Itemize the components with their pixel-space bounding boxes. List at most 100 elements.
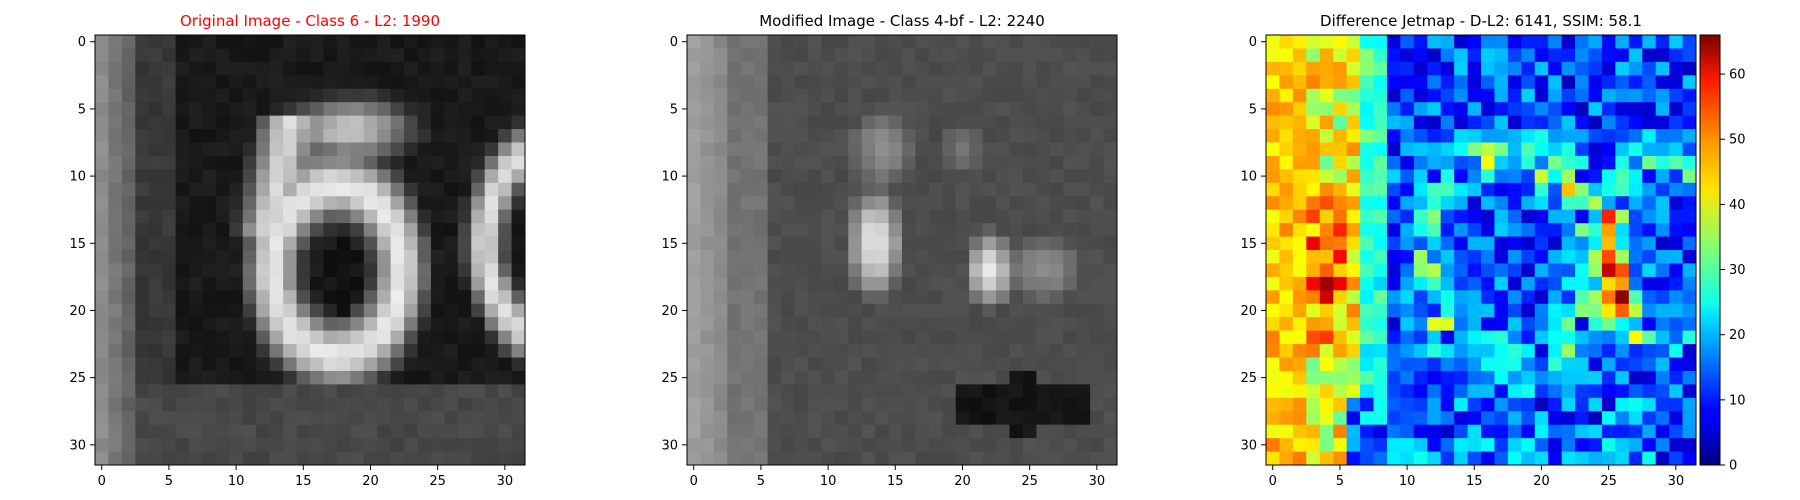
heatmap-cell	[1682, 303, 1697, 318]
heatmap-cell	[1009, 196, 1024, 211]
heatmap-cell	[700, 75, 715, 90]
heatmap-cell	[1386, 357, 1401, 372]
heatmap-cell	[296, 438, 311, 453]
heatmap-cell	[404, 438, 418, 453]
heatmap-cell	[875, 102, 890, 117]
heatmap-cell	[1360, 236, 1374, 251]
heatmap-cell	[404, 35, 418, 49]
heatmap-cell	[296, 384, 311, 399]
heatmap-cell	[1386, 35, 1401, 49]
heatmap-cell	[942, 102, 957, 117]
heatmap-cell	[229, 384, 244, 399]
heatmap-cell	[108, 330, 123, 345]
heatmap-cell	[1642, 169, 1657, 184]
heatmap-cell	[1454, 209, 1469, 224]
heatmap-cell	[1373, 263, 1388, 278]
heatmap-cell	[1642, 61, 1657, 76]
heatmap-cell	[390, 411, 405, 426]
heatmap-cell	[498, 209, 513, 224]
heatmap-cell	[498, 451, 513, 466]
heatmap-cell	[1333, 250, 1348, 264]
heatmap-cell	[1575, 48, 1589, 63]
heatmap-cell	[781, 102, 795, 117]
colorbar-tick-label: 10	[1729, 393, 1746, 408]
heatmap-cell	[915, 384, 930, 399]
heatmap-cell	[148, 397, 163, 412]
heatmap-cell	[875, 290, 890, 305]
heatmap-cell	[350, 75, 365, 90]
heatmap-cell	[202, 236, 217, 251]
heatmap-cell	[1655, 411, 1670, 426]
heatmap-cell	[794, 411, 809, 426]
heatmap-cell	[1561, 223, 1576, 238]
heatmap-cell	[108, 276, 123, 291]
heatmap-cell	[1333, 115, 1348, 130]
heatmap-cell	[95, 424, 109, 439]
heatmap-cell	[121, 142, 136, 157]
heatmap-cell	[1440, 236, 1455, 251]
heatmap-cell	[283, 438, 298, 453]
heatmap-cell	[1279, 61, 1294, 76]
heatmap-cell	[175, 209, 190, 224]
heatmap-cell	[1481, 411, 1495, 426]
heatmap-cell	[121, 370, 136, 385]
heatmap-cell	[713, 344, 728, 358]
heatmap-cell	[1386, 142, 1401, 157]
heatmap-cell	[363, 344, 378, 358]
heatmap-cell	[1049, 411, 1064, 426]
heatmap-cell	[996, 424, 1010, 439]
heatmap-cell	[135, 155, 150, 170]
heatmap-cell	[1090, 102, 1105, 117]
heatmap-cell	[229, 317, 244, 332]
heatmap-cell	[861, 88, 876, 103]
heatmap-cell	[996, 88, 1010, 103]
heatmap-cell	[740, 129, 755, 143]
heatmap-cell	[1507, 370, 1522, 385]
heatmap-cell	[1588, 142, 1603, 157]
heatmap-cell	[256, 397, 271, 412]
heatmap-cell	[727, 35, 742, 49]
heatmap-cell	[875, 303, 890, 318]
heatmap-cell	[135, 290, 150, 305]
heatmap-cell	[95, 61, 109, 76]
heatmap-cell	[1588, 438, 1603, 453]
heatmap-cell	[740, 438, 755, 453]
heatmap-cell	[135, 129, 150, 143]
heatmap-cell	[1063, 357, 1078, 372]
heatmap-cell	[700, 397, 715, 412]
heatmap-cell	[1467, 438, 1482, 453]
heatmap-cell	[202, 451, 217, 466]
heatmap-cell	[1655, 115, 1670, 130]
colorbar-tick-label: 20	[1729, 328, 1746, 343]
heatmap-cell	[1400, 48, 1415, 63]
heatmap-cell	[1306, 330, 1321, 345]
heatmap-cell	[982, 75, 997, 90]
heatmap-cell	[955, 209, 970, 224]
heatmap-cell	[1548, 236, 1563, 251]
heatmap-cell	[121, 411, 136, 426]
heatmap-cell	[888, 236, 903, 251]
heatmap-cell	[1481, 75, 1495, 90]
heatmap-cell	[1507, 438, 1522, 453]
heatmap-cell	[1292, 344, 1307, 358]
heatmap-cell	[1548, 88, 1563, 103]
heatmap-cell	[1507, 142, 1522, 157]
heatmap-cell	[1561, 397, 1576, 412]
heatmap-cell	[1534, 250, 1549, 264]
heatmap-cell	[430, 48, 445, 63]
heatmap-cell	[902, 384, 916, 399]
heatmap-cell	[390, 223, 405, 238]
heatmap-cell	[861, 330, 876, 345]
heatmap-cell	[1306, 209, 1321, 224]
heatmap-cell	[350, 35, 365, 49]
heatmap-cell	[955, 411, 970, 426]
heatmap-cell	[296, 182, 311, 197]
heatmap-cell	[242, 370, 257, 385]
heatmap-cell	[928, 209, 943, 224]
heatmap-cell	[1386, 48, 1401, 63]
heatmap-cell	[498, 169, 513, 184]
heatmap-cell	[121, 75, 136, 90]
heatmap-cell	[888, 61, 903, 76]
heatmap-cell	[1319, 61, 1334, 76]
heatmap-cell	[1615, 250, 1630, 264]
